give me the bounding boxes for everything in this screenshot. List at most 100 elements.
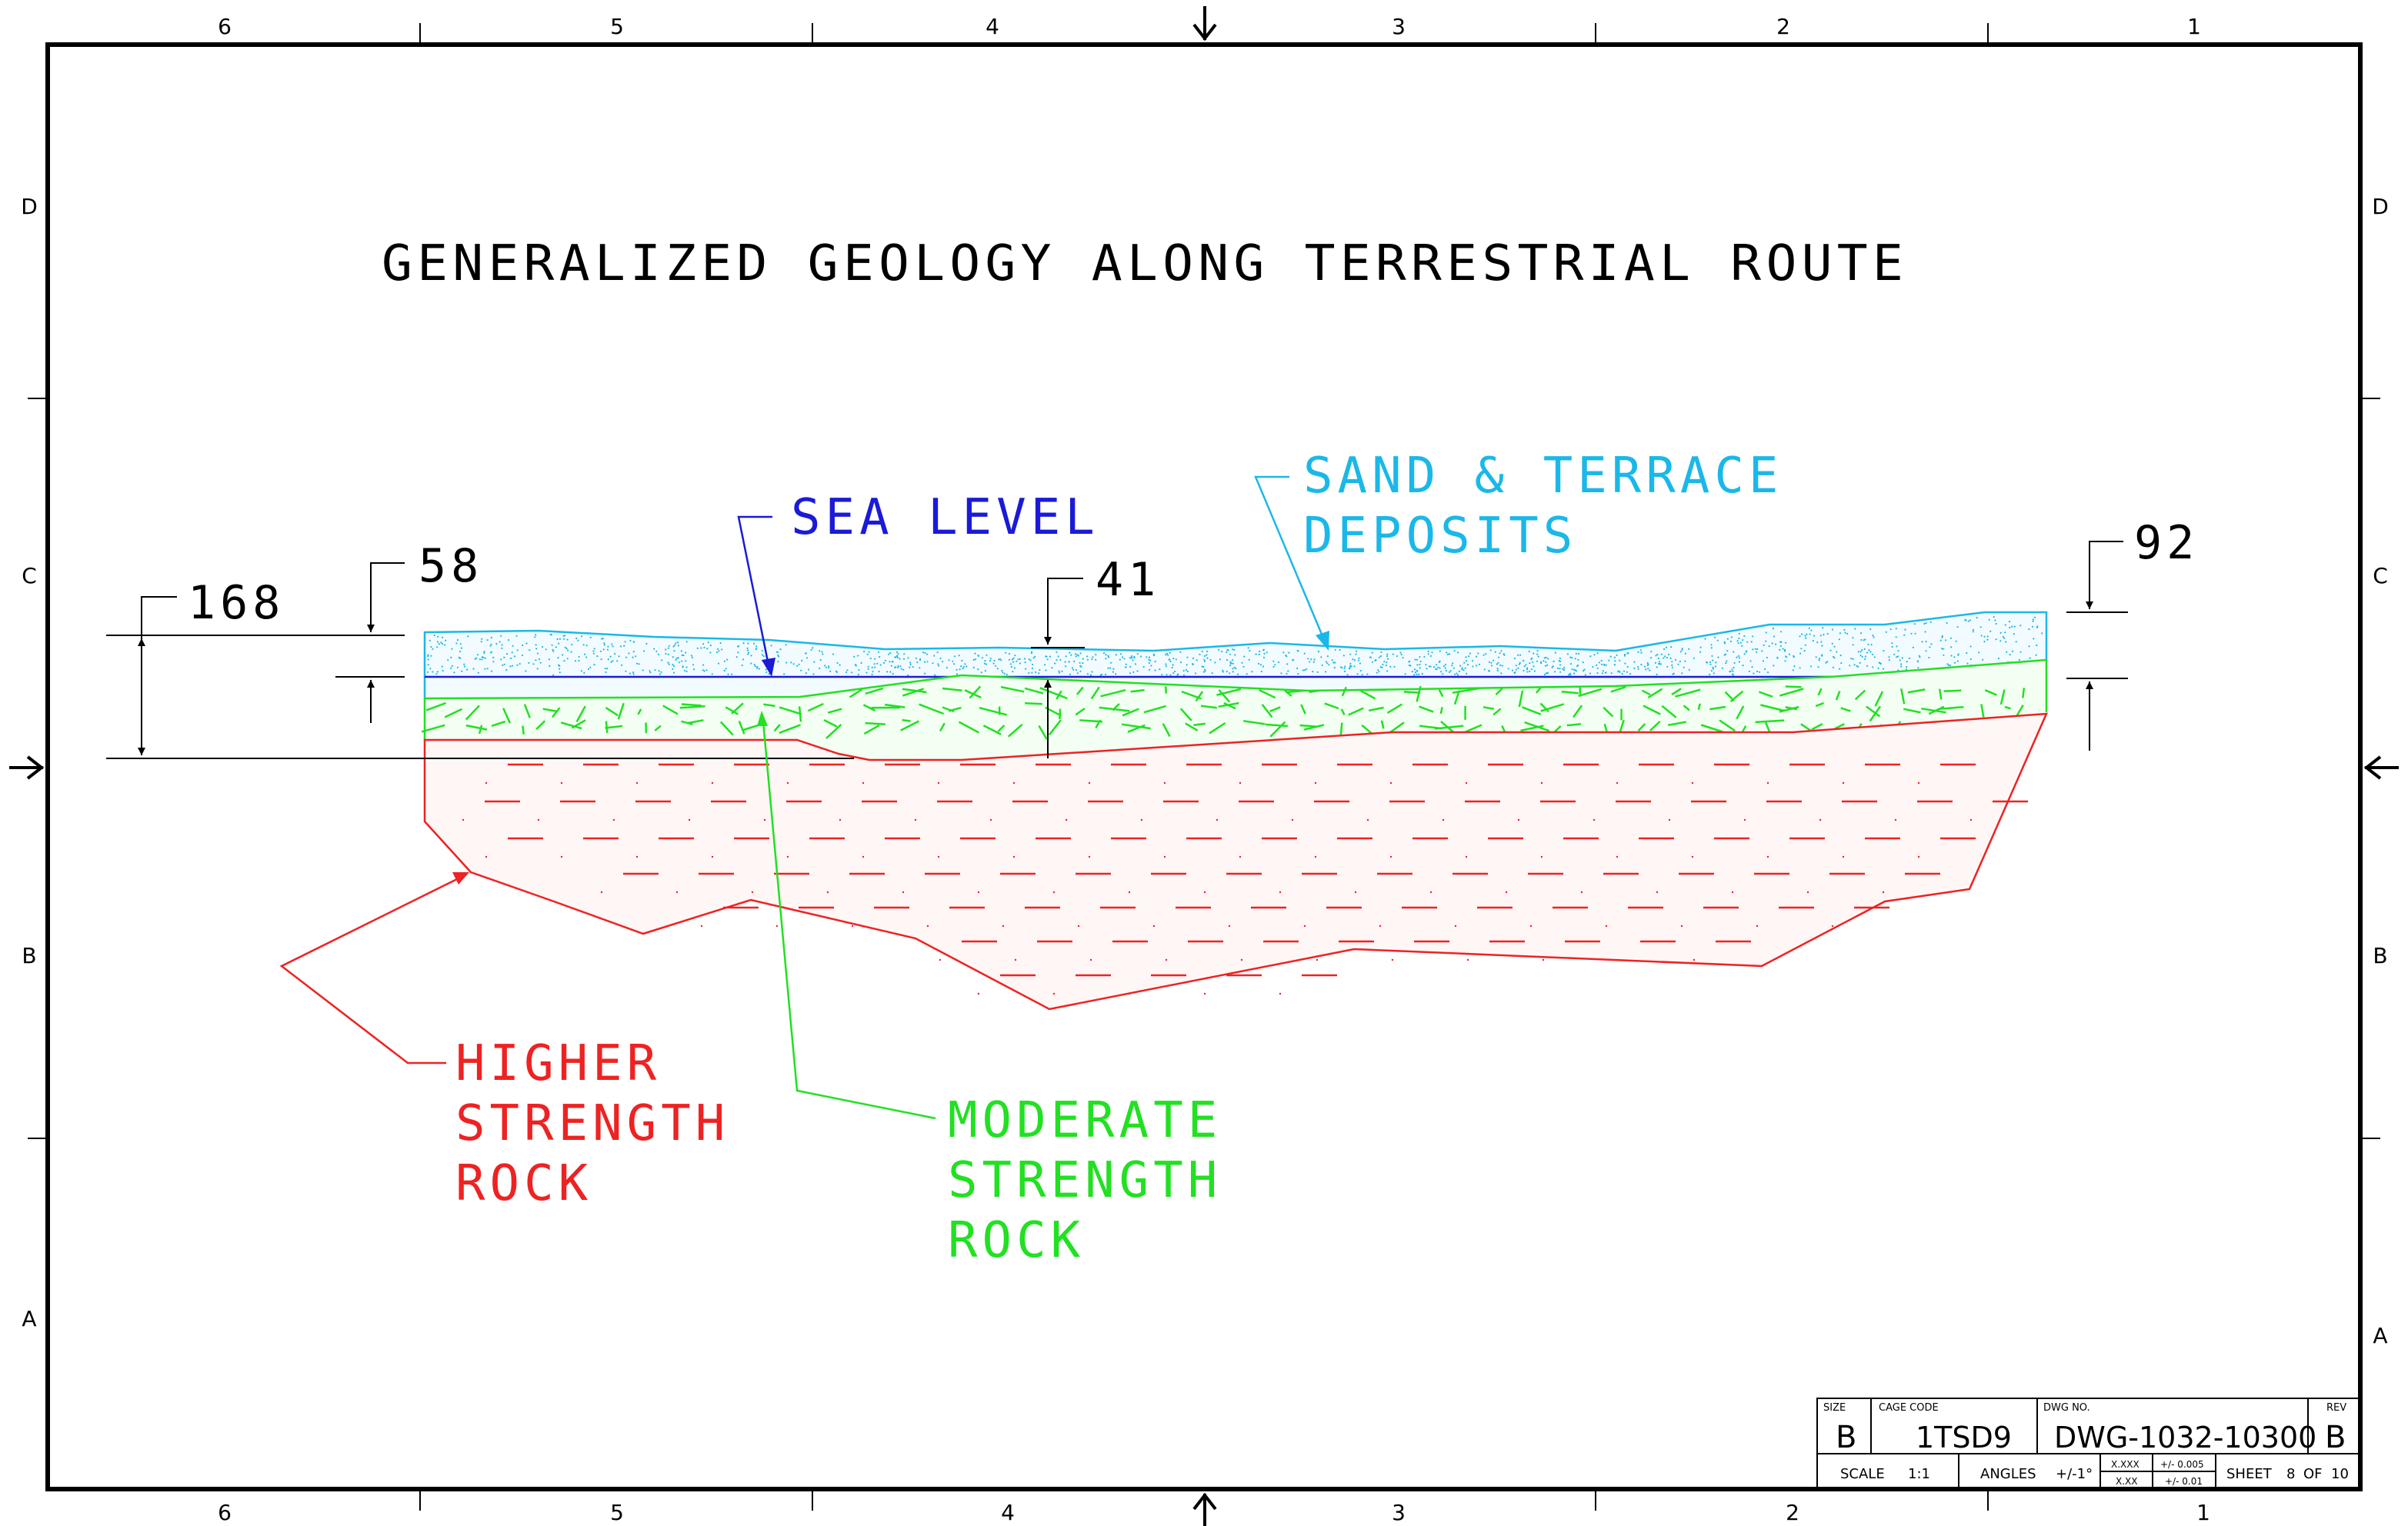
sand-texture-dot	[1956, 660, 1959, 662]
sand-texture-dot	[672, 656, 674, 658]
sand-texture-dot	[1873, 636, 1875, 638]
sand-texture-dot	[1771, 642, 1773, 645]
sand-texture-dot	[1583, 668, 1586, 671]
sand-texture-dot	[1751, 666, 1753, 668]
sand-texture-dot	[1169, 660, 1172, 663]
sand-texture-dot	[857, 674, 860, 676]
sand-texture-dot	[667, 647, 669, 649]
sand-texture-dot	[490, 636, 493, 639]
sand-texture-dot	[1732, 674, 1734, 676]
sand-texture-dot	[1559, 671, 1562, 673]
sand-texture-dot	[1485, 653, 1487, 655]
sand-label-line1: SAND & TERRACE	[1303, 448, 1783, 505]
sand-texture-dot	[879, 664, 882, 666]
sand-texture-dot	[1416, 664, 1419, 666]
sand-texture-dot	[642, 650, 645, 652]
sand-texture-dot	[962, 668, 964, 670]
sand-texture-dot	[660, 671, 662, 673]
sand-texture-dot	[1925, 650, 1927, 652]
sand-texture-dot	[1496, 669, 1499, 672]
sand-texture-dot	[1818, 658, 1821, 660]
higher-rock-dot	[1389, 855, 1392, 858]
sand-texture-dot	[1742, 639, 1744, 641]
sand-texture-dot	[1601, 663, 1603, 666]
sand-texture-dot	[1895, 636, 1897, 638]
sand-texture-dot	[1454, 673, 1456, 675]
moderate-rock-hatch-stroke	[1854, 689, 1866, 701]
sand-texture-dot	[709, 645, 712, 647]
sand-texture-dot	[946, 667, 948, 669]
moderate-rock-hatch-stroke	[865, 721, 885, 725]
sand-texture-dot	[1112, 671, 1114, 673]
sand-texture-dot	[551, 644, 553, 646]
sand-texture-dot	[1523, 665, 1526, 668]
sand-texture-dot	[1957, 653, 1959, 655]
moderate-rock-hatch-stroke	[807, 702, 824, 712]
sand-texture-dot	[461, 670, 463, 672]
sand-texture-dot	[1608, 659, 1610, 661]
sand-texture-dot	[1866, 665, 1869, 668]
sand-texture-dot	[685, 666, 688, 668]
sand-texture-dot	[952, 660, 954, 662]
sand-texture-dot	[2013, 625, 2016, 628]
sand-texture-dot	[1196, 659, 1198, 661]
sand-texture-dot	[983, 662, 986, 665]
sand-texture-dot	[558, 664, 560, 666]
sand-texture-dot	[1258, 653, 1260, 656]
higher-rock-dot	[1454, 925, 1457, 928]
sand-texture-dot	[709, 651, 712, 654]
sand-texture-dot	[1502, 653, 1505, 655]
sand-texture-dot	[902, 668, 905, 671]
sand-texture-dot	[1058, 670, 1060, 672]
higher-rock-dot	[1517, 818, 1520, 821]
higher-rock-dot	[1442, 818, 1445, 821]
sand-texture-dot	[427, 654, 429, 656]
sand-texture-dot	[1724, 653, 1727, 655]
sand-texture-dot	[427, 671, 429, 674]
sand-texture-dot	[828, 667, 830, 669]
sand-texture-dot	[1967, 620, 1969, 622]
sand-texture-dot	[860, 661, 862, 665]
sand-texture-dot	[1925, 622, 1927, 625]
moderate-rock-hatch-stroke	[1193, 722, 1206, 727]
sand-texture-dot	[919, 658, 922, 661]
sand-texture-dot	[1699, 651, 1702, 653]
sand-texture-dot	[578, 659, 580, 662]
sand-texture-dot	[1408, 661, 1410, 663]
sand-texture-dot	[690, 655, 693, 657]
sand-texture-dot	[1325, 661, 1327, 663]
sand-texture-dot	[1910, 632, 1913, 635]
sand-texture-dot	[1201, 650, 1203, 653]
sand-texture-dot	[924, 672, 926, 675]
higher-rock-dot	[1316, 958, 1319, 961]
sand-texture-dot	[1972, 631, 1974, 633]
moderate-rock-hatch-stroke	[1100, 688, 1126, 698]
moderate-rock-hatch-stroke	[1900, 688, 1906, 705]
sand-texture-dot	[1513, 657, 1516, 660]
sand-texture-dot	[577, 639, 579, 641]
sand-texture-dot	[1647, 663, 1649, 665]
sand-texture-dot	[2009, 654, 2011, 656]
sand-texture-dot	[1853, 664, 1856, 666]
sand-texture-dot	[1800, 648, 1803, 650]
higher-rock-dot	[851, 925, 854, 928]
sand-texture-dot	[1833, 657, 1836, 659]
sand-texture-dot	[1464, 667, 1466, 670]
sand-texture-dot	[1475, 655, 1478, 658]
tb-angles-value: +/-1°	[2056, 1466, 2093, 1482]
sand-texture-dot	[1523, 659, 1525, 662]
sand-texture-dot	[1446, 651, 1448, 654]
sand-texture-dot	[1763, 644, 1765, 647]
sand-texture-dot	[706, 648, 709, 650]
sand-texture-dot	[835, 670, 838, 672]
sand-texture-dot	[1003, 672, 1006, 675]
sand-texture-dot	[827, 665, 830, 668]
sand-texture-dot	[821, 651, 823, 653]
tb-dwg-value: DWG-1032-10300	[2054, 1421, 2316, 1454]
sand-texture-dot	[1946, 621, 1948, 625]
sand-texture-dot	[606, 648, 609, 651]
sand-texture-dot	[667, 653, 669, 656]
sand-texture-dot	[489, 645, 492, 647]
sand-texture-dot	[1331, 659, 1333, 661]
higher-rock-dot	[1505, 891, 1508, 894]
